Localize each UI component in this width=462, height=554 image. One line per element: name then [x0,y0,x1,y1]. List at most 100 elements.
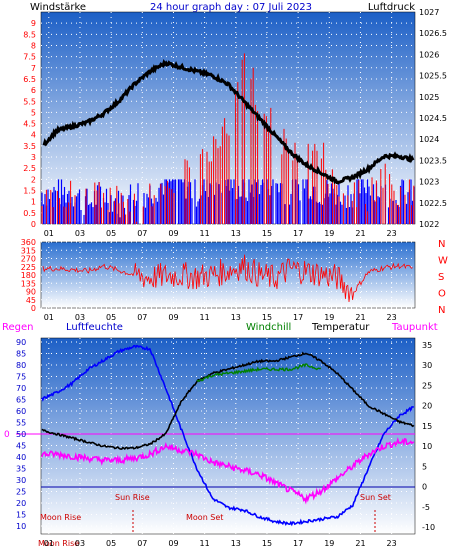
panel3-x-tick: 19 [324,539,334,548]
panel3-x-tick: 23 [387,539,397,548]
panel3-right-tick: 25 [422,381,432,390]
panel1-left-tick: 1.5 [23,187,36,196]
panel1-x-tick: 07 [137,229,147,238]
panel3-right-tick: -10 [422,523,435,532]
panel1-right-tick: 1027 [419,8,439,17]
pressure-line [42,58,415,185]
panel2-left-tick: 270 [21,255,36,264]
panel1-x-tick: 01 [44,229,54,238]
panel3-left-tick: 55 [16,419,26,428]
wind-direction-line [42,254,413,303]
panel2-left-tick: 45 [26,296,36,305]
panel1-x-tick: 13 [231,229,241,238]
panel1-left-tick: 4.5 [23,120,36,129]
panel3-x-tick: 09 [168,539,178,548]
panel1-left-tick: 2.5 [23,164,36,173]
panel3-left-tick: 85 [16,350,26,359]
panel2-x-tick: 05 [106,313,116,322]
panel3-right-tick: 0 [422,483,427,492]
panel1-right-tick: 1024.5 [419,114,447,123]
panel2-left-tick: 135 [21,279,36,288]
panel3-left-tick: 10 [16,522,26,531]
panel2-x-tick: 19 [324,313,334,322]
panel1-right-tick: 1026.5 [419,29,447,38]
panel3-x-ticks: 01 03 05 07 09 11 13 15 17 19 21 23 [44,539,397,548]
panel2-x-tick: 21 [355,313,365,322]
panel3-x-tick: 03 [75,539,85,548]
dewpoint-line [41,436,415,505]
panel2-left-tick: 225 [21,263,36,272]
panel3-left-tick: 20 [16,499,26,508]
panel1-right-tick: 1025.5 [419,72,447,81]
panel3-left-tick: 90 [16,338,26,347]
bottom-moon-rise-label: Moon Rise [38,539,79,548]
rain-label: Regen [2,322,34,333]
panel3-left-tick: 45 [16,442,26,451]
panel3-right-tick: 10 [422,442,432,451]
panel1-right-tick: 1023.5 [419,156,447,165]
panel2-x-ticks: 01 03 05 07 09 11 13 15 17 19 21 23 [44,313,397,322]
windchill-line [196,363,322,383]
panel-temp-humidity: Regen Luftfeuchte Windchill Temperatur T… [2,322,438,548]
panel1-x-tick: 17 [293,229,303,238]
panel2-x-tick: 09 [168,313,178,322]
panel1-x-tick: 11 [200,229,210,238]
wind-speed-axis-label: Windstärke [30,2,86,13]
panel3-right-tick: 30 [422,361,432,370]
chart-title: 24 hour graph day : 07 Juli 2023 [150,2,312,13]
rain-tick: 0 [4,430,10,440]
panel1-right-ticks: 1027 1026.5 1026 1025.5 1025 1024.5 1024 1023.5… [419,8,447,229]
panel1-left-tick: 4 [31,131,36,140]
pressure-axis-label: Luftdruck [368,2,415,13]
panel3-left-tick: 65 [16,396,26,405]
panel1-x-tick: 15 [262,229,272,238]
panel3-right-tick: 5 [422,462,427,471]
panel3-x-tick: 11 [200,539,210,548]
panel2-left-tick: 315 [21,246,36,255]
panel2-x-tick: 17 [293,313,303,322]
panel3-x-tick: 01 [44,539,54,548]
panel1-left-tick: 3.5 [23,142,36,151]
panel1-x-ticks: 01 03 05 07 09 11 13 15 17 19 21 23 [44,229,397,238]
moon-set-label: Moon Set [186,513,223,522]
panel1-left-tick: 8.5 [23,30,36,39]
panel1-x-tick: 23 [387,229,397,238]
moon-rise-label: Moon Rise [40,513,81,522]
panel3-left-tick: 40 [16,453,26,462]
panel3-x-tick: 21 [355,539,365,548]
panel1-left-tick: 1 [31,198,36,207]
panel3-left-tick: 75 [16,373,26,382]
sun-rise-label: Sun Rise [115,493,150,502]
panel1-left-tick: 0 [31,220,36,229]
panel1-x-tick: 09 [168,229,178,238]
compass-label: N [438,305,445,316]
panel1-right-tick: 1022 [419,220,439,229]
panel1-right-tick: 1026 [419,50,439,59]
panel1-left-tick: 9 [31,19,36,28]
humidity-line [41,344,414,527]
panel3-left-tick: 80 [16,361,26,370]
panel3-x-tick: 17 [293,539,303,548]
panel3-x-tick: 07 [137,539,147,548]
panel1-left-tick: 7.5 [23,53,36,62]
compass-label: N [438,239,445,250]
panel2-x-tick: 07 [137,313,147,322]
panel2-x-tick: 03 [75,313,85,322]
panel3-left-tick: 50 [16,430,26,439]
panel3-right-tick: 15 [422,422,432,431]
compass-label: W [438,256,448,267]
panel3-left-tick: 35 [16,465,26,474]
panel1-left-tick: 8 [31,41,36,50]
panel3-left-ticks: 90 85 80 75 70 65 60 55 50 45 40 35 30 25 20 15 10 [16,338,26,531]
panel1-left-tick: 2 [31,175,36,184]
panel1-left-tick: 0.5 [23,209,36,218]
temperature-line [41,351,415,450]
panel3-x-tick: 05 [106,539,116,548]
panel2-x-tick: 15 [262,313,272,322]
panel2-left-tick: 0 [31,304,36,313]
panel1-right-tick: 1025 [419,93,439,102]
